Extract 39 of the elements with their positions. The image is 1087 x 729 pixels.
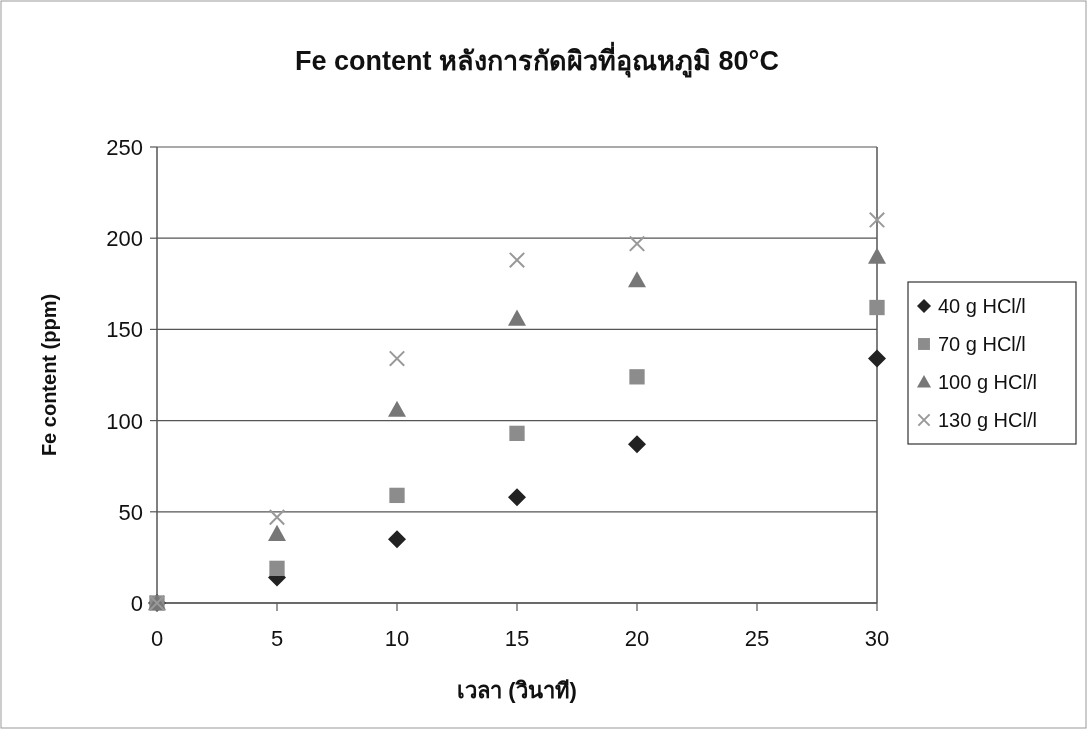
legend-label: 70 g HCl/l bbox=[938, 333, 1026, 355]
point bbox=[509, 425, 525, 442]
point bbox=[388, 530, 406, 549]
legend-label: 100 g HCl/l bbox=[938, 371, 1037, 393]
legend-label: 130 g HCl/l bbox=[938, 409, 1037, 431]
point bbox=[508, 251, 526, 269]
x-tick-label: 30 bbox=[864, 626, 890, 651]
y-tick-label: 50 bbox=[118, 499, 143, 525]
legend-label: 40 g HCl/l bbox=[938, 295, 1026, 317]
point bbox=[268, 509, 286, 526]
point bbox=[628, 271, 646, 288]
y-tick-label: 0 bbox=[130, 591, 143, 616]
x-tick-label: 5 bbox=[270, 626, 284, 651]
point bbox=[388, 350, 406, 367]
point bbox=[389, 487, 405, 504]
point bbox=[628, 235, 646, 252]
y-axis-title: Fe content (ppm) bbox=[38, 293, 60, 457]
point bbox=[269, 560, 285, 576]
chart-title: Fe content หลังการกัดผิวที่อุณหภูมิ 80°C bbox=[295, 41, 779, 78]
x-tick-label: 15 bbox=[504, 626, 530, 651]
y-tick-label: 100 bbox=[106, 408, 143, 434]
x-tick-label: 0 bbox=[150, 626, 164, 651]
point bbox=[628, 435, 646, 454]
point bbox=[629, 369, 645, 385]
point bbox=[508, 309, 526, 326]
x-tick-label: 25 bbox=[744, 626, 770, 651]
point bbox=[868, 211, 886, 229]
x-tick-label: 10 bbox=[384, 626, 410, 651]
y-tick-label: 250 bbox=[106, 135, 143, 160]
point bbox=[388, 400, 406, 417]
point bbox=[868, 247, 886, 264]
y-tick-label: 200 bbox=[106, 226, 143, 252]
point bbox=[508, 488, 526, 507]
x-tick-label: 20 bbox=[624, 626, 650, 651]
y-tick-label: 150 bbox=[106, 317, 143, 343]
point bbox=[869, 299, 885, 316]
point bbox=[268, 524, 286, 541]
x-axis-title: เวลา (วินาที) bbox=[457, 678, 577, 703]
point bbox=[868, 349, 886, 368]
